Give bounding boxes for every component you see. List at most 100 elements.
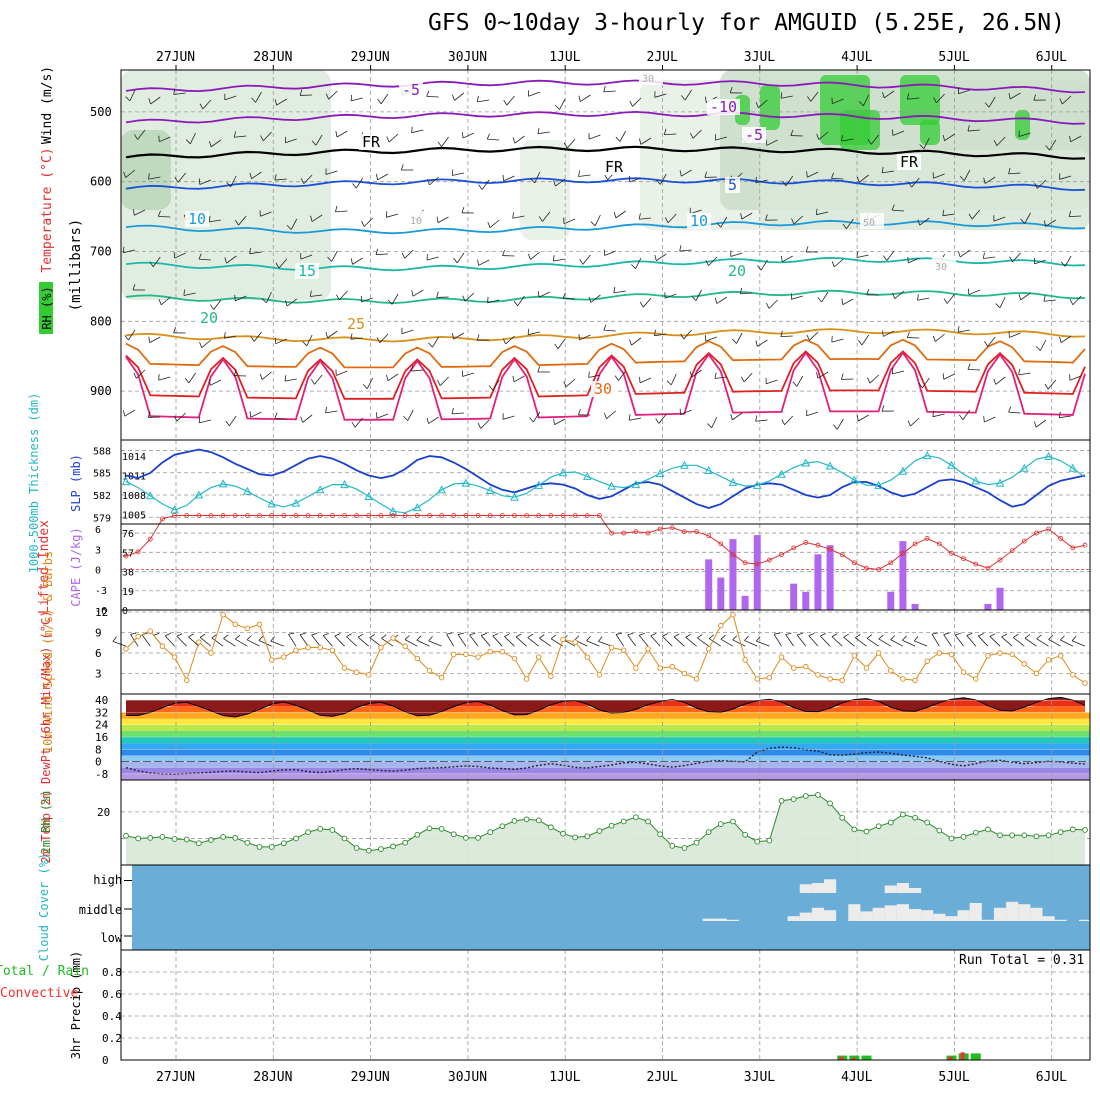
thickness-point	[850, 475, 859, 484]
wind-barb	[963, 169, 971, 181]
cape-bar	[814, 554, 822, 610]
wind-barb-flag	[603, 85, 606, 92]
wind-barb-flag	[831, 172, 835, 179]
wind-barb-flag	[453, 257, 458, 264]
wind-barb-flag	[578, 334, 580, 341]
wind-speed-point	[390, 635, 396, 641]
date-label-top: 27JUN	[156, 50, 195, 65]
wind-barb	[112, 641, 127, 647]
rh2m-point	[450, 831, 457, 838]
wind-barb-flag	[791, 218, 795, 225]
cloud-bar-middle	[1030, 907, 1043, 921]
wind-barb-flag	[553, 418, 555, 425]
wind-barb	[664, 133, 677, 136]
wind-barb	[632, 97, 642, 107]
rh2m-point	[766, 837, 773, 844]
wind-barb-flag	[908, 181, 912, 188]
isotherm-label-bg	[197, 310, 221, 326]
wind-speed-point	[863, 665, 870, 671]
wind-barb-flag	[588, 371, 590, 378]
wind-barb-flag	[714, 372, 717, 379]
wind-speed-point	[705, 646, 712, 652]
wind-barb-flag	[631, 264, 636, 269]
wind-barb-flag	[807, 96, 812, 102]
wind-barb	[967, 368, 980, 371]
wind-barb-flag	[765, 214, 768, 221]
wind-barb	[796, 634, 807, 647]
wind-barb	[176, 635, 187, 647]
rh2m-point	[1057, 829, 1064, 835]
lifted-index-point	[293, 513, 299, 518]
wind-barb-flag	[740, 376, 745, 383]
wind-barb-flag	[527, 633, 533, 638]
wind-barb	[428, 640, 442, 647]
rh2m-point	[341, 835, 348, 842]
tick-label: 0	[102, 1054, 109, 1067]
cloud-bar-middle	[993, 907, 1007, 921]
wind-barb	[446, 633, 455, 647]
wind-barb-flag	[250, 336, 255, 342]
rh2m-point	[900, 811, 906, 818]
wind-barb	[300, 254, 313, 260]
wind-barb	[363, 217, 373, 227]
precip-total-bar	[970, 1053, 981, 1060]
wind-barb	[563, 297, 576, 300]
isotherm-label-bg	[591, 381, 615, 397]
lifted-index-point	[257, 513, 262, 518]
wind-barb-flag	[133, 209, 135, 216]
wind-speed-point	[208, 650, 214, 656]
lifted-index-point	[791, 545, 797, 551]
wind-speed-point	[183, 677, 190, 684]
cloud-bar-middle	[1042, 916, 1055, 921]
wind-barb	[743, 372, 753, 383]
lifted-index-point	[305, 513, 311, 518]
wind-barb-flag	[831, 261, 835, 268]
wind-barb-flag	[603, 324, 607, 331]
isotherm-label-bg	[687, 213, 711, 229]
wind-barb	[376, 413, 389, 419]
tick-label: 20	[97, 806, 110, 819]
thickness-point	[995, 478, 1005, 487]
wind-barb-flag	[780, 92, 783, 99]
wind-barb-flag	[586, 635, 591, 641]
wind-barb-flag	[797, 632, 803, 636]
wind-barb-flag	[691, 295, 697, 301]
wind-barb	[152, 256, 161, 267]
rh2m-point	[365, 847, 372, 854]
wind-barb	[766, 139, 778, 146]
lifted-index-point	[451, 513, 457, 518]
wind-barb-flag	[284, 300, 288, 307]
wind-barb-flag	[918, 382, 923, 389]
rh2m-area	[126, 794, 1085, 865]
wind-barb	[841, 138, 854, 142]
wind-barb	[943, 634, 952, 647]
wind-barb-flag	[481, 632, 487, 636]
lifted-index-point	[718, 541, 724, 547]
wind-barb	[784, 415, 794, 426]
wind-barb-flag	[983, 416, 985, 423]
lifted-index-point	[1021, 538, 1027, 544]
wind-barb-flag	[538, 216, 543, 222]
wind-barb-flag	[604, 174, 609, 181]
wind-barb	[933, 173, 945, 179]
wind-barb-flag	[486, 133, 490, 140]
wind-barb-flag	[386, 374, 389, 381]
wind-barb-flag	[697, 634, 703, 639]
wind-barb-flag	[325, 406, 327, 413]
wind-barb	[1045, 219, 1057, 227]
date-axes: 27JUN 27JUN 28JUN 28JUN 29JUN 29JUN 30JUN 30JUN…	[156, 50, 1067, 1085]
wind-barb	[639, 377, 652, 384]
wind-barb	[1060, 335, 1072, 344]
wind-speed-point	[232, 621, 239, 628]
wind-speed-point	[256, 621, 263, 628]
wind-barb	[270, 640, 284, 647]
wind-barb-flag	[527, 328, 530, 335]
wind-barb-flag	[638, 213, 641, 220]
rh2m-point	[802, 793, 809, 799]
wind-barb-flag	[404, 635, 410, 640]
wind-barb	[760, 259, 768, 271]
wind-barb	[615, 634, 625, 647]
wind-barb	[366, 377, 374, 389]
ylabel-thickness: 1000-500mb Thickness (dm)	[27, 393, 41, 574]
wind-barb-flag	[1068, 210, 1072, 217]
